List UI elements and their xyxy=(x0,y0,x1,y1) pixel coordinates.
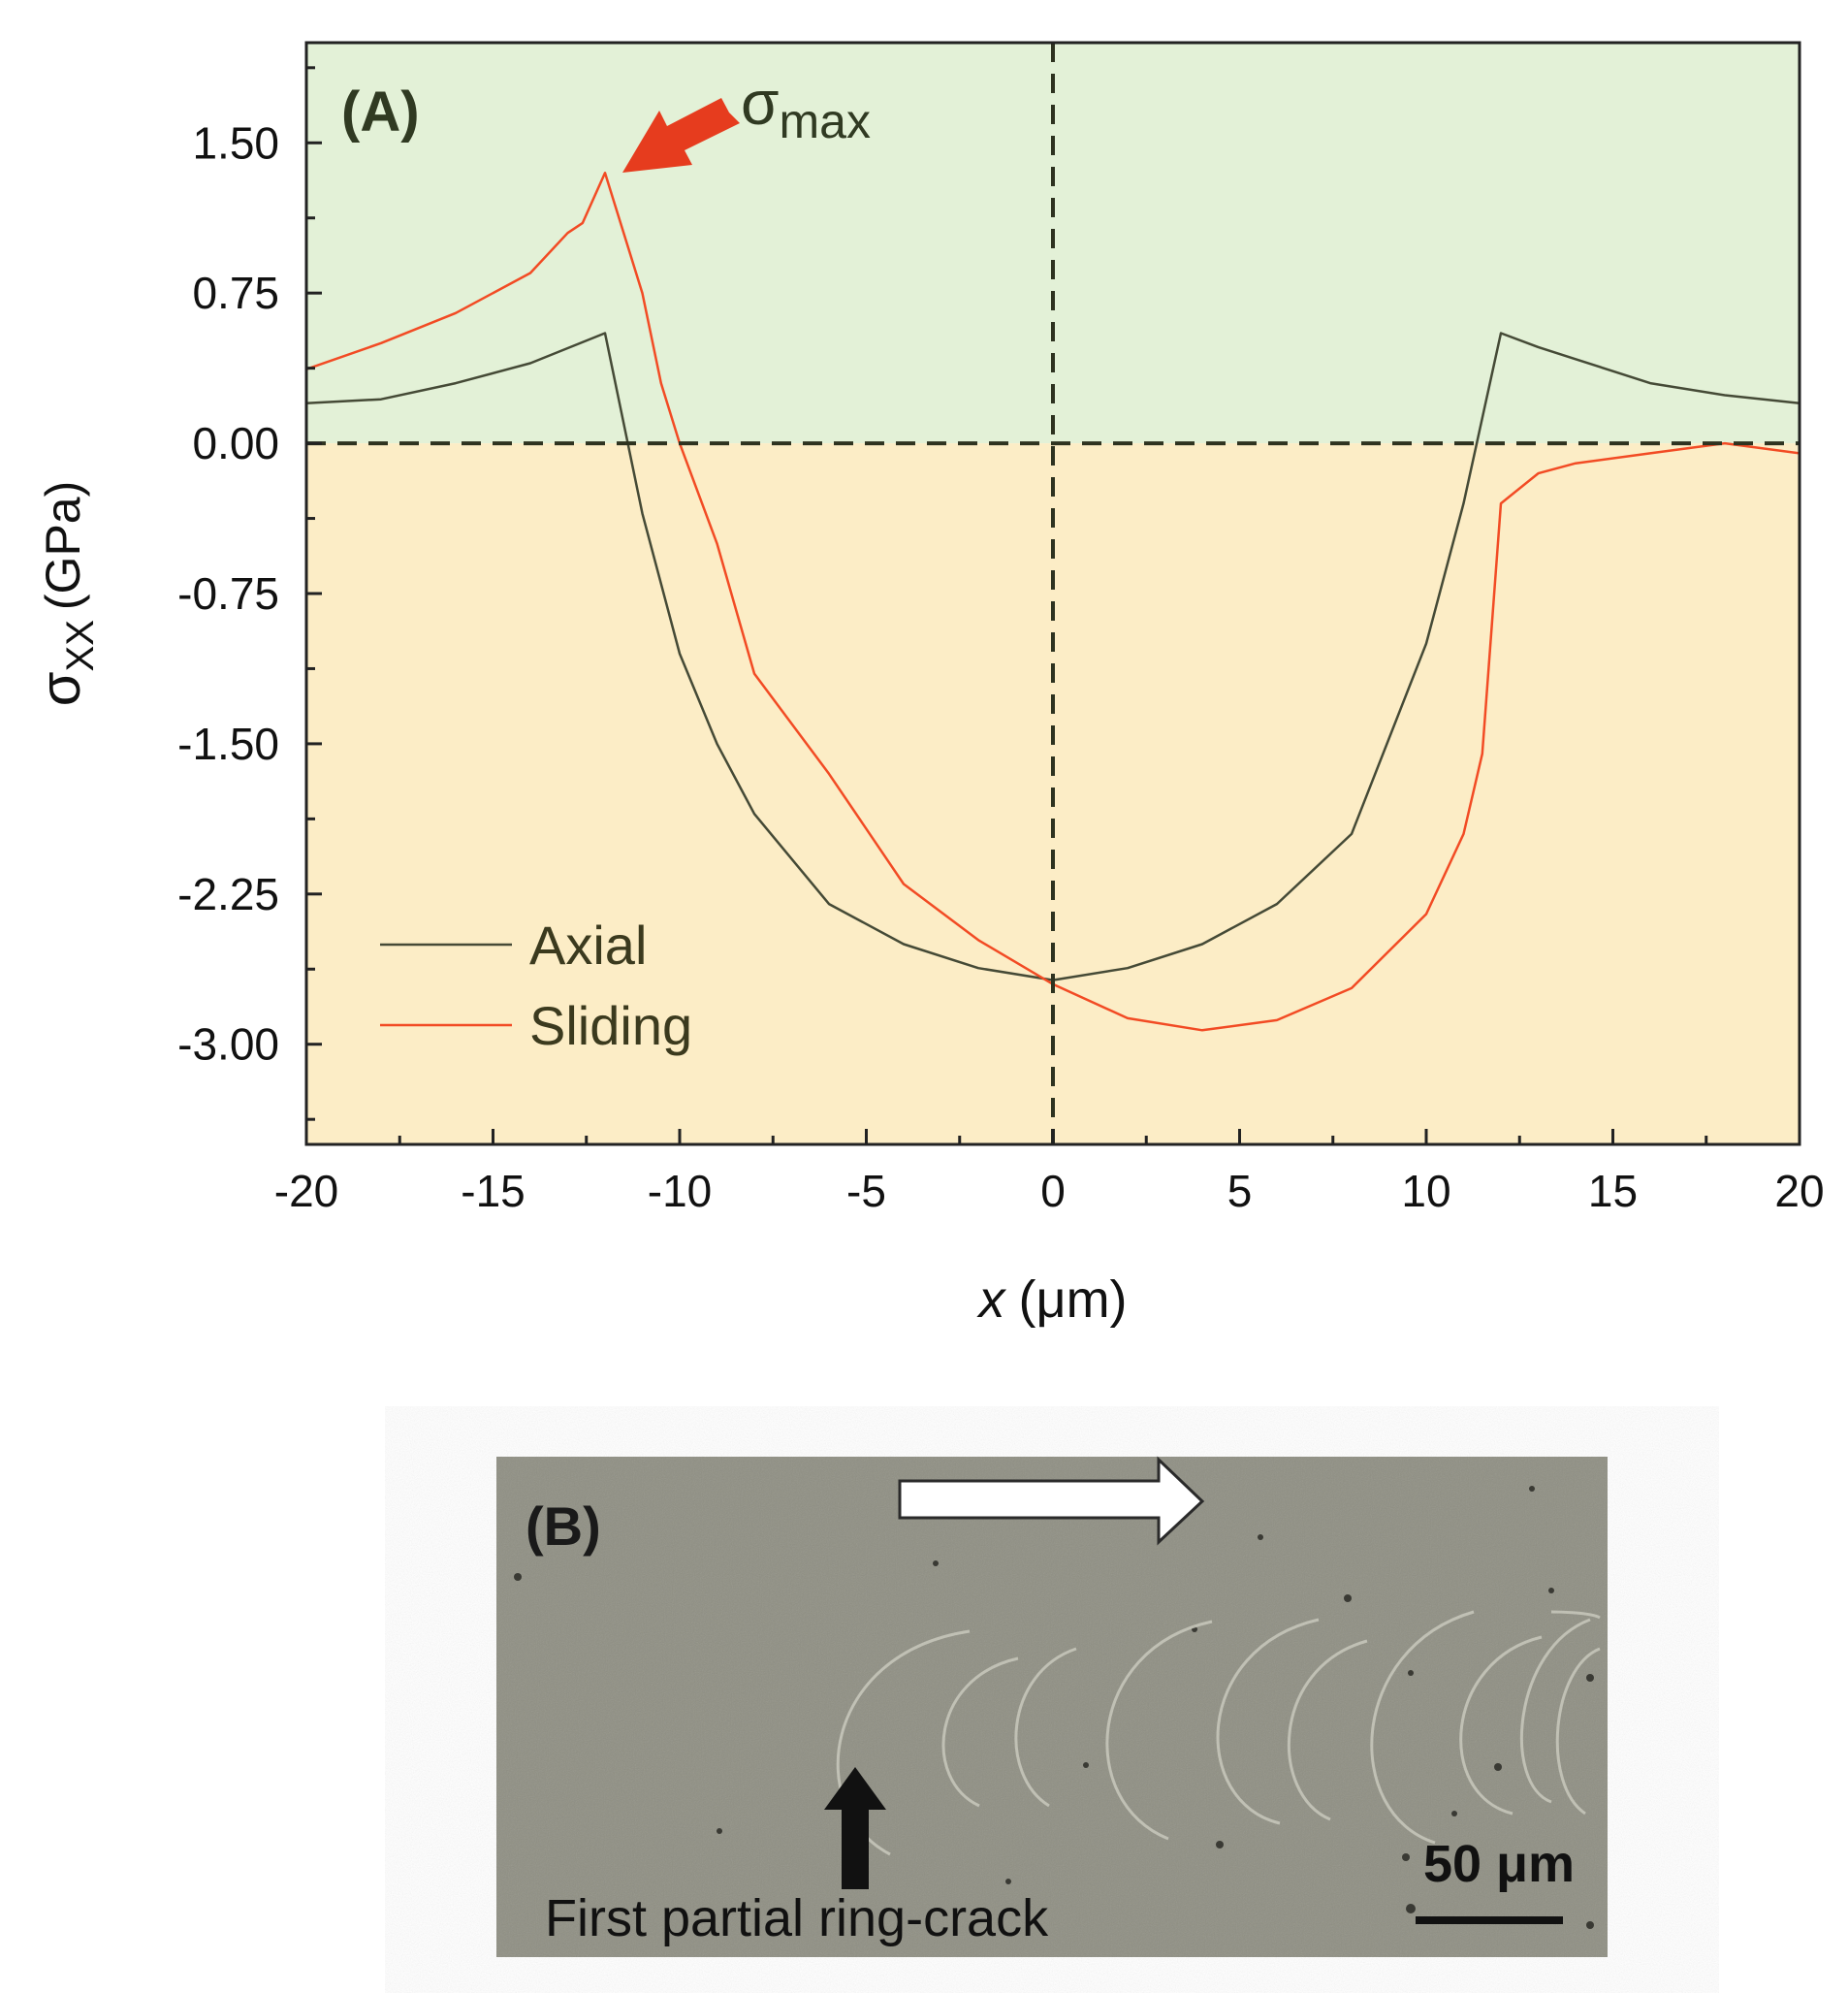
x-tick-label: 10 xyxy=(1401,1166,1450,1216)
x-tick-label: -5 xyxy=(846,1166,886,1216)
legend-label-sliding: Sliding xyxy=(529,995,692,1056)
x-tick-label: 15 xyxy=(1588,1166,1638,1216)
panel-a-label: (A) xyxy=(341,80,420,144)
x-axis-unit: (μm) xyxy=(1018,1270,1127,1329)
y-tick-label: -2.25 xyxy=(177,869,279,919)
x-axis-title: x (μm) xyxy=(975,1270,1127,1329)
x-tick-label: -20 xyxy=(274,1166,338,1216)
y-tick-label: 1.50 xyxy=(192,117,279,168)
micrograph-caption: First partial ring-crack xyxy=(545,1889,1049,1947)
legend-label-axial: Axial xyxy=(529,915,647,976)
y-tick-label: -3.00 xyxy=(177,1019,279,1070)
y-tick-label: -1.50 xyxy=(177,719,279,769)
x-tick-label: -15 xyxy=(461,1166,525,1216)
y-tick-label: 0.00 xyxy=(192,418,279,468)
y-axis-unit: (GPa) xyxy=(36,481,90,610)
crack-pointer-arrow-icon xyxy=(824,1767,886,1889)
x-tick-label: 5 xyxy=(1227,1166,1253,1216)
sigma-max-symbol: σ xyxy=(741,68,780,138)
sliding-direction-arrow-icon xyxy=(898,1456,1205,1546)
micrograph-texture xyxy=(496,1457,1608,1957)
x-tick-label: 0 xyxy=(1040,1166,1066,1216)
panel-a: -20 -15 -10 -5 0 5 10 15 20 1.50 0.75 0.00 -0.75 -1.5… xyxy=(29,41,1825,1329)
y-tick-label: -0.75 xyxy=(177,568,279,619)
micrograph-specks xyxy=(514,1486,1594,1929)
legend: Axial Sliding xyxy=(380,915,692,1056)
sigma-max-annotation: σmax xyxy=(741,68,871,148)
scale-bar-label: 50 μm xyxy=(1423,1835,1575,1893)
y-axis-title: σXX (GPa) xyxy=(29,481,102,707)
y-axis-subscript: XX xyxy=(59,620,102,671)
panel-b: (B) First partial ring-crack 50 μm xyxy=(496,1456,1608,1957)
sigma-max-subscript: max xyxy=(780,94,871,148)
series-line-sliding xyxy=(306,172,1800,1032)
ticks-layer: -20 -15 -10 -5 0 5 10 15 20 1.50 0.75 0.00 -0.75 -1.5… xyxy=(177,66,1825,1216)
y-axis-symbol: σ xyxy=(29,671,92,706)
x-tick-label: -10 xyxy=(648,1166,712,1216)
x-axis-symbol: x xyxy=(975,1270,1006,1329)
sigma-max-arrow-icon xyxy=(622,98,740,173)
y-tick-label: 0.75 xyxy=(192,268,279,318)
x-tick-label: 20 xyxy=(1774,1166,1824,1216)
panel-b-label: (B) xyxy=(526,1495,601,1557)
